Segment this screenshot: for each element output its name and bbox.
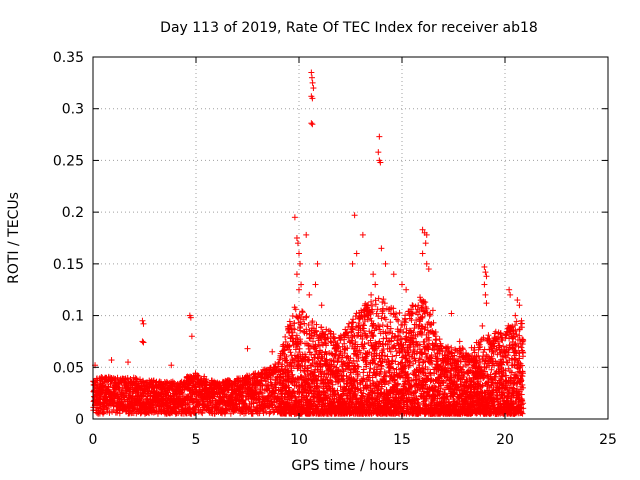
data-point <box>341 340 348 347</box>
data-point <box>379 322 386 329</box>
data-point <box>124 374 131 381</box>
data-point <box>100 410 107 417</box>
grid-lines <box>93 57 608 419</box>
data-point <box>185 401 192 408</box>
data-point <box>282 333 289 340</box>
data-point <box>118 388 125 395</box>
data-point <box>433 337 440 344</box>
data-point <box>186 387 193 394</box>
data-point <box>389 353 396 360</box>
chart-title: Day 113 of 2019, Rate Of TEC Index for r… <box>160 20 538 36</box>
data-point <box>350 319 357 326</box>
data-point <box>188 410 195 417</box>
data-point <box>114 374 121 381</box>
data-point <box>360 369 367 376</box>
data-point <box>452 346 459 353</box>
data-points <box>90 69 527 417</box>
data-point <box>132 375 139 382</box>
data-point <box>99 387 106 394</box>
data-point <box>136 376 143 383</box>
data-point <box>150 409 157 416</box>
data-point <box>386 306 393 313</box>
data-point <box>106 409 113 416</box>
data-point <box>158 392 165 399</box>
data-point <box>303 313 310 320</box>
data-point <box>127 376 134 383</box>
data-point <box>380 296 387 303</box>
data-point <box>379 307 386 314</box>
data-point <box>179 402 186 409</box>
data-point <box>155 396 162 403</box>
data-point <box>387 348 394 355</box>
data-point <box>436 336 443 343</box>
data-point <box>387 319 394 326</box>
data-point <box>396 309 403 316</box>
data-point <box>395 317 402 324</box>
